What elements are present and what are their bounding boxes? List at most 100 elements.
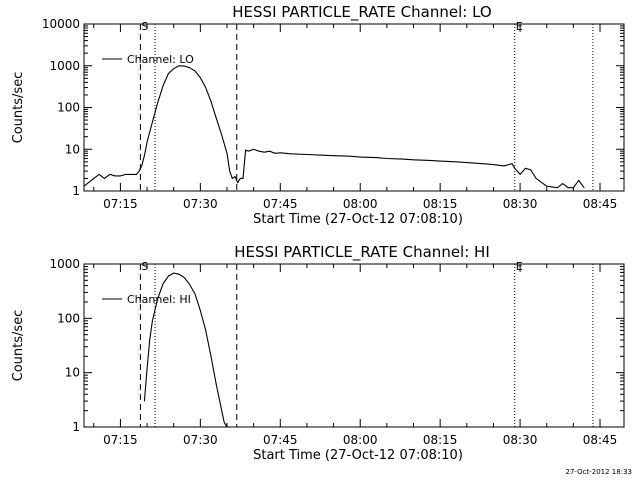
data-point — [466, 162, 468, 163]
data-point — [493, 164, 494, 165]
data-point — [578, 179, 580, 181]
y-tick-label: 100 — [57, 311, 80, 325]
x-tick-label: 08:00 — [343, 197, 378, 211]
data-point — [146, 367, 148, 369]
data-point — [162, 283, 164, 285]
y-axis-label: Counts/sec — [11, 310, 26, 382]
data-point — [221, 134, 223, 136]
data-point — [530, 169, 532, 171]
data-point — [556, 187, 558, 189]
x-tick-label: 08:30 — [503, 197, 538, 211]
data-point — [269, 150, 271, 152]
data-point — [455, 161, 457, 163]
x-tick-label: 07:15 — [103, 197, 138, 211]
legend-label: Channel: HI — [127, 293, 191, 306]
data-point — [567, 187, 569, 189]
data-point — [162, 85, 164, 87]
data-point — [231, 178, 233, 179]
data-point — [167, 73, 169, 74]
chart-title: HESSI PARTICLE_RATE Channel: LO — [232, 3, 491, 22]
data-point — [226, 152, 228, 154]
data-point — [546, 185, 548, 187]
y-tick-label: 1000 — [49, 257, 80, 271]
panel-lo: HESSI PARTICLE_RATE Channel: LO 1 10 100 100… — [11, 3, 625, 227]
event-label: E — [516, 260, 523, 273]
event-label: E — [516, 20, 523, 33]
data-point — [223, 422, 225, 424]
panel-hi: HESSI PARTICLE_RATE Channel: HI 1 10 100 100… — [11, 243, 625, 463]
data-point — [306, 154, 308, 155]
y-tick-label: 10 — [65, 142, 80, 156]
data-point — [226, 426, 228, 428]
data-point — [429, 160, 430, 161]
y-tick-label: 1 — [72, 420, 80, 434]
data-point — [253, 148, 255, 150]
data-point — [109, 173, 111, 175]
y-tick-label: 10 — [65, 366, 80, 380]
data-point — [245, 149, 247, 151]
y-axis-label: Counts/sec — [11, 72, 26, 144]
data-point — [194, 293, 196, 295]
x-tick-label: 07:30 — [183, 197, 218, 211]
y-tick-label: 1000 — [49, 59, 80, 73]
data-point — [157, 298, 159, 300]
data-point — [173, 68, 175, 70]
data-point — [199, 309, 201, 311]
data-point — [322, 154, 324, 156]
data-point — [482, 163, 484, 165]
data-point — [239, 178, 241, 179]
data-point — [514, 167, 516, 169]
data-point — [141, 165, 143, 167]
x-tick-label: 07:30 — [183, 433, 218, 447]
event-label: S — [141, 260, 148, 273]
data-point — [157, 102, 159, 104]
data-point — [189, 67, 191, 69]
data-point — [178, 273, 180, 275]
x-tick-label: 08:30 — [503, 433, 538, 447]
data-point — [221, 410, 223, 412]
data-point — [143, 155, 145, 157]
data-point — [146, 141, 148, 143]
data-point — [183, 65, 185, 67]
data-point — [503, 165, 505, 167]
data-point — [572, 187, 574, 189]
y-tick-label: 100 — [57, 101, 80, 115]
data-point — [237, 182, 239, 183]
data-point — [83, 185, 85, 187]
data-point — [199, 77, 201, 79]
x-tick-label: 08:45 — [583, 433, 618, 447]
data-point — [189, 284, 191, 285]
data-point — [583, 187, 585, 189]
data-point — [333, 155, 334, 157]
data-point — [511, 163, 513, 165]
plot-frame — [83, 23, 625, 192]
data-point — [519, 173, 521, 175]
data-point — [562, 183, 564, 185]
data-point — [151, 320, 153, 322]
data-point — [525, 167, 526, 169]
data-point — [98, 173, 100, 175]
data-point — [229, 170, 231, 172]
x-tick-label: 07:45 — [263, 433, 298, 447]
legend-label: Channel: LO — [127, 53, 194, 66]
data-point — [210, 100, 212, 102]
data-point — [247, 150, 249, 152]
data-point — [402, 158, 404, 160]
x-axis-label: Start Time (27-Oct-12 07:08:10) — [253, 212, 463, 227]
timestamp: 27-Oct-2012 18:33 — [566, 468, 632, 476]
data-point — [234, 176, 236, 178]
data-point — [215, 117, 217, 119]
data-point — [205, 329, 207, 331]
data-point — [386, 158, 388, 159]
data-point — [130, 173, 132, 175]
x-tick-label: 08:45 — [583, 197, 618, 211]
data-point — [439, 160, 441, 162]
data-point — [413, 159, 414, 161]
x-tick-label: 07:15 — [103, 433, 138, 447]
data-point — [104, 178, 105, 179]
data-point — [151, 121, 153, 123]
data-point — [149, 339, 151, 341]
event-label: S — [141, 20, 148, 33]
data-point — [274, 152, 276, 154]
data-point — [375, 157, 377, 159]
